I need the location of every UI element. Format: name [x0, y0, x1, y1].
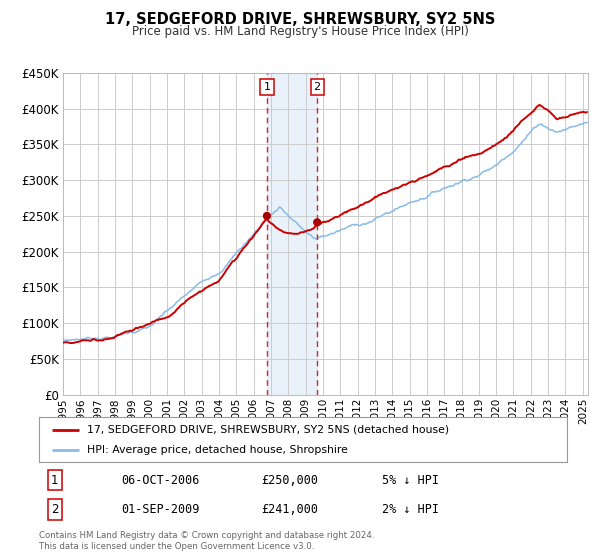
- Text: 06-OCT-2006: 06-OCT-2006: [121, 474, 199, 487]
- Text: Price paid vs. HM Land Registry's House Price Index (HPI): Price paid vs. HM Land Registry's House …: [131, 25, 469, 38]
- Point: [262, 212, 272, 221]
- Text: HPI: Average price, detached house, Shropshire: HPI: Average price, detached house, Shro…: [86, 445, 347, 455]
- Text: Contains HM Land Registry data © Crown copyright and database right 2024.: Contains HM Land Registry data © Crown c…: [39, 531, 374, 540]
- Text: £250,000: £250,000: [261, 474, 318, 487]
- Text: 2: 2: [314, 82, 321, 92]
- Point: [313, 218, 322, 227]
- Text: £241,000: £241,000: [261, 503, 318, 516]
- Bar: [267, 73, 317, 395]
- Text: 17, SEDGEFORD DRIVE, SHREWSBURY, SY2 5NS (detached house): 17, SEDGEFORD DRIVE, SHREWSBURY, SY2 5NS…: [86, 424, 449, 435]
- Text: This data is licensed under the Open Government Licence v3.0.: This data is licensed under the Open Gov…: [39, 542, 314, 550]
- Text: 17, SEDGEFORD DRIVE, SHREWSBURY, SY2 5NS: 17, SEDGEFORD DRIVE, SHREWSBURY, SY2 5NS: [105, 12, 495, 27]
- Text: 1: 1: [51, 474, 59, 487]
- Text: 2% ↓ HPI: 2% ↓ HPI: [382, 503, 439, 516]
- Text: 1: 1: [263, 82, 271, 92]
- Text: 5% ↓ HPI: 5% ↓ HPI: [382, 474, 439, 487]
- Text: 01-SEP-2009: 01-SEP-2009: [121, 503, 199, 516]
- Text: 2: 2: [51, 503, 59, 516]
